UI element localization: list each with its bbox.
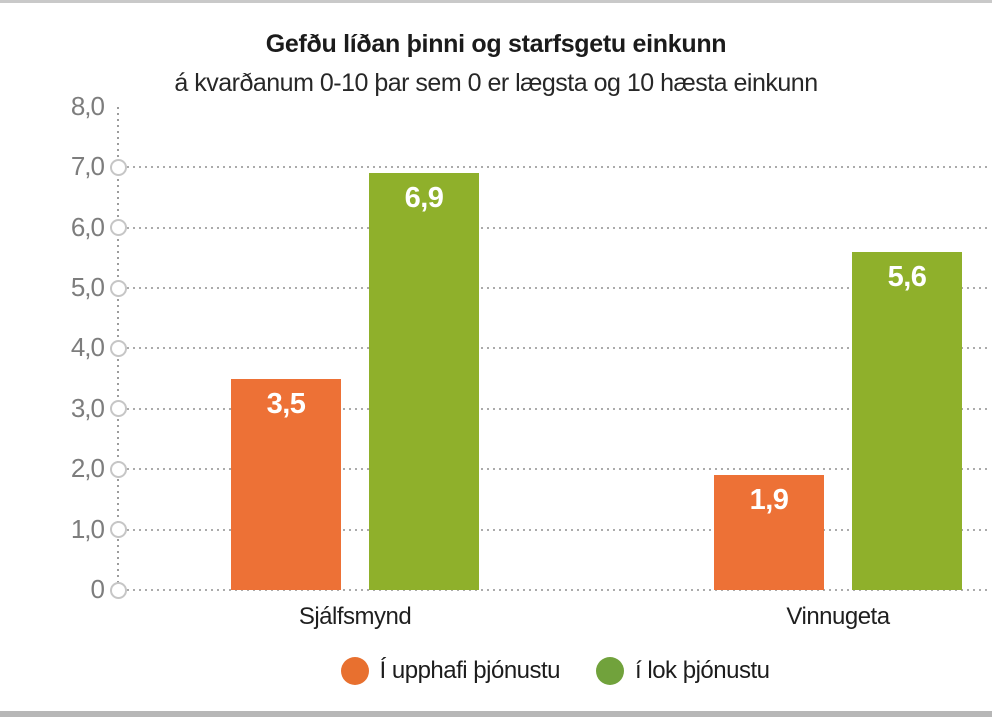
bar-value-label: 3,5 [266, 387, 306, 420]
legend-dot-icon [596, 657, 625, 685]
bar-value-label: 6,9 [404, 182, 444, 215]
gridline [127, 287, 990, 289]
axis-tick-circle [109, 581, 127, 599]
chart-subtitle: á kvarðanum 0-10 þar sem 0 er lægsta og … [174, 69, 818, 97]
gridline [127, 226, 990, 229]
bar-value-label: 5,6 [887, 260, 927, 293]
axis-tick-circle [109, 279, 127, 297]
y-axis-label: 6,0 [70, 211, 105, 242]
gridline [127, 407, 990, 410]
legend-label: í lok þjónustu [635, 657, 770, 684]
axis-tick-circle [109, 521, 127, 539]
legend: Í upphafi þjónustu í lok þjónustu [0, 657, 992, 685]
bar-group2-series1: 1,9 [714, 475, 824, 590]
gridline [127, 528, 990, 531]
top-border [0, 0, 992, 3]
gridline [127, 166, 990, 169]
axis-tick-circle [109, 339, 127, 357]
axis-tick-circle [109, 158, 127, 176]
gridline [127, 589, 990, 591]
y-axis-label: 8,0 [70, 90, 105, 121]
gridline [127, 347, 990, 350]
y-axis-label: 5,0 [70, 271, 105, 302]
legend-item: í lok þjónustu [596, 657, 770, 685]
bar-group1-series2: 6,9 [369, 173, 479, 590]
y-axis-label: 1,0 [70, 513, 105, 544]
bar-group2-series2: 5,6 [852, 251, 962, 590]
bottom-border [0, 711, 992, 717]
legend-item: Í upphafi þjónustu [340, 657, 561, 685]
bar-group1-series1: 3,5 [231, 378, 341, 590]
y-axis-label: 3,0 [70, 392, 105, 423]
legend-dot-icon [340, 657, 369, 685]
axis-tick-circle [109, 400, 127, 418]
axis-tick-circle [109, 219, 127, 237]
category-label: Vinnugeta [786, 603, 890, 630]
chart-title: Gefðu líðan þinni og starfsgetu einkunn [265, 30, 727, 58]
gridline [127, 468, 990, 471]
category-label: Sjálfsmynd [298, 603, 412, 630]
bar-value-label: 1,9 [749, 484, 789, 517]
axis-tick-circle [109, 460, 127, 478]
legend-label: Í upphafi þjónustu [379, 657, 561, 684]
y-axis-label: 4,0 [70, 332, 105, 363]
y-axis-label: 2,0 [70, 453, 105, 484]
y-axis-label: 7,0 [70, 151, 105, 182]
y-axis-label: 0 [90, 573, 105, 604]
